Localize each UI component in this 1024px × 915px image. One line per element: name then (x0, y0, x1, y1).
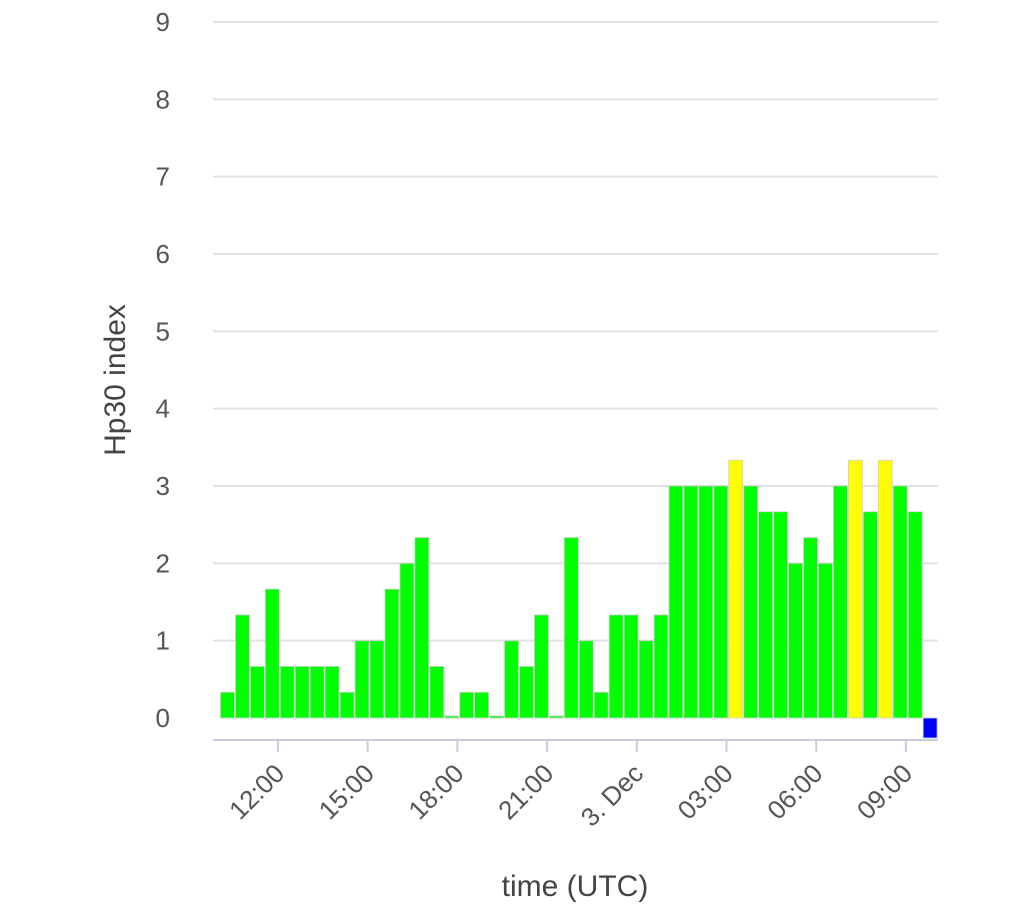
hp30-bar (294, 666, 310, 719)
hp30-bar (638, 640, 654, 719)
hp30-bar (384, 588, 400, 719)
hp30-bar (818, 562, 833, 719)
hp30-bar (429, 666, 445, 719)
x-axis-title: time (UTC) (502, 870, 649, 903)
x-tick-label: 15:00 (313, 758, 380, 825)
hp30-bar (773, 511, 789, 719)
hp30-bar (862, 511, 878, 719)
hp30-bar (653, 614, 669, 719)
hp30-bar (309, 666, 325, 719)
hp30-bar (489, 715, 504, 719)
hp30-bar (907, 511, 923, 719)
x-tick-label: 3. Dec (575, 758, 649, 832)
hp30-bar (220, 691, 235, 719)
hp30-bar (922, 717, 938, 739)
hp30-bar (713, 485, 729, 719)
hp30-bar (892, 485, 908, 719)
hp30-bar (848, 459, 863, 719)
grid-lines (213, 21, 938, 642)
x-tick-label: 18:00 (402, 758, 469, 825)
y-tick-label: 2 (156, 548, 170, 578)
y-tick-label: 7 (156, 162, 170, 192)
hp30-bar (414, 537, 430, 719)
hp30-bar (474, 691, 489, 719)
hp30-bar (563, 537, 579, 719)
y-tick-label: 0 (156, 703, 170, 733)
hp30-bar (623, 614, 639, 719)
hp30-bar (668, 485, 684, 719)
hp30-bar (264, 588, 280, 719)
hp30-bar (459, 691, 475, 719)
y-tick-label: 8 (156, 84, 170, 114)
hp30-bar (324, 666, 340, 719)
hp30-bar (249, 666, 265, 719)
x-tick-label: 03:00 (672, 758, 739, 825)
y-tick-label: 1 (156, 626, 170, 656)
hp30-bar (235, 614, 250, 719)
y-tick-label: 4 (156, 394, 170, 424)
hp30-bar (399, 562, 415, 719)
y-tick-label: 3 (156, 471, 170, 501)
hp30-bar (758, 511, 774, 719)
x-tick-label: 06:00 (761, 758, 828, 825)
bars (220, 459, 938, 739)
hp30-bar (833, 485, 848, 719)
hp30-bar (339, 691, 355, 719)
x-tick-label: 09:00 (851, 758, 918, 825)
x-axis: 12:00 15:00 18:00 21:00 3. Dec 03:00 06:00 09:0… (213, 739, 938, 832)
x-tick-label: 21:00 (492, 758, 559, 825)
hp30-bar (549, 715, 564, 719)
hp30-bar (519, 666, 534, 719)
hp30-bar (877, 459, 893, 719)
y-axis-title: Hp30 index (99, 304, 132, 456)
hp30-bar (534, 614, 549, 719)
hp30-bar (444, 715, 460, 719)
hp30-bar (608, 614, 624, 719)
y-tick-label: 9 (156, 7, 170, 37)
hp30-bar (803, 537, 818, 719)
hp30-bar (279, 666, 295, 719)
hp30-bar (743, 485, 759, 719)
hp30-bar (698, 485, 714, 719)
y-tick-label: 5 (156, 316, 170, 346)
x-tick-label: 12:00 (223, 758, 290, 825)
hp30-bar (578, 640, 594, 719)
y-tick-label: 6 (156, 239, 170, 269)
hp30-bar (788, 562, 803, 719)
hp30-bar (354, 640, 370, 719)
y-axis-ticks: 0 1 2 3 4 5 6 7 8 9 (156, 7, 170, 733)
hp30-bar (593, 691, 609, 719)
hp30-bar (369, 640, 385, 719)
hp30-bar (504, 640, 519, 719)
hp30-bar (683, 485, 699, 719)
hp30-bar (728, 459, 744, 719)
